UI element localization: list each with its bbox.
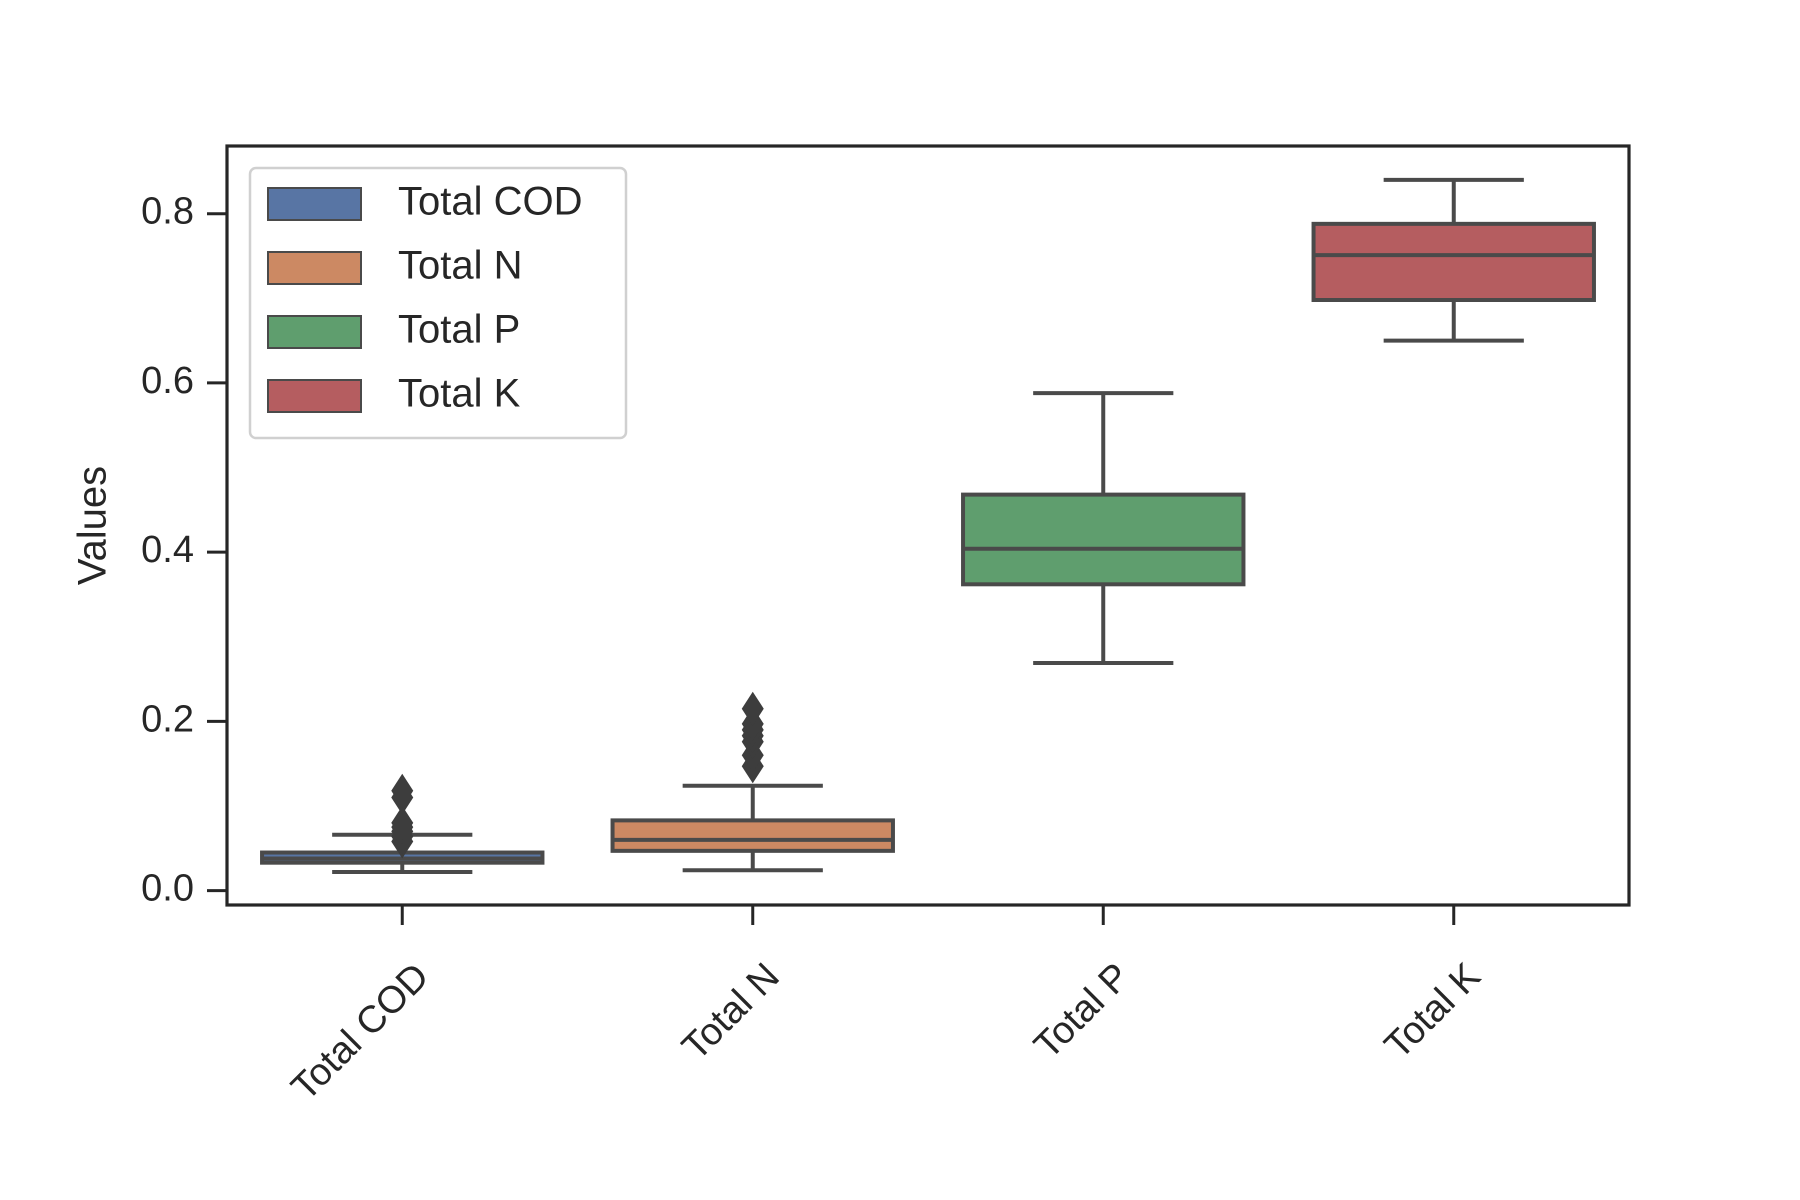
box-total-cod [260,773,545,874]
outlier-point [741,691,764,726]
legend-label: Total K [398,372,521,416]
plot-frame [225,144,1631,907]
y-axis: 0.0 0.2 0.4 0.6 0.8 [141,191,227,910]
outlier-point [391,805,414,840]
legend-label: Total N [398,244,523,288]
y-tick-label: 0.0 [141,868,194,910]
y-axis-label: Values [71,466,115,585]
y-tick-label: 0.6 [141,360,194,402]
box-total-p [961,391,1246,665]
y-tick-label: 0.2 [141,698,194,740]
iqr-box [1311,221,1596,303]
legend-swatch [267,251,362,285]
box-total-k [1311,177,1596,343]
legend-label: Total COD [398,180,583,224]
y-tick-label: 0.8 [141,191,194,233]
outlier-point [391,773,414,808]
legend-swatch [267,187,362,221]
legend-swatch [267,379,362,413]
y-tick-label: 0.4 [141,529,194,571]
iqr-box [961,492,1246,587]
legend: Total COD Total N Total P Total K [248,166,628,440]
legend-swatch [267,315,362,349]
iqr-box [610,818,895,853]
legend-box [248,166,628,440]
boxes-group [260,177,1596,874]
legend-label: Total P [398,308,520,352]
box-total-n [610,691,895,873]
